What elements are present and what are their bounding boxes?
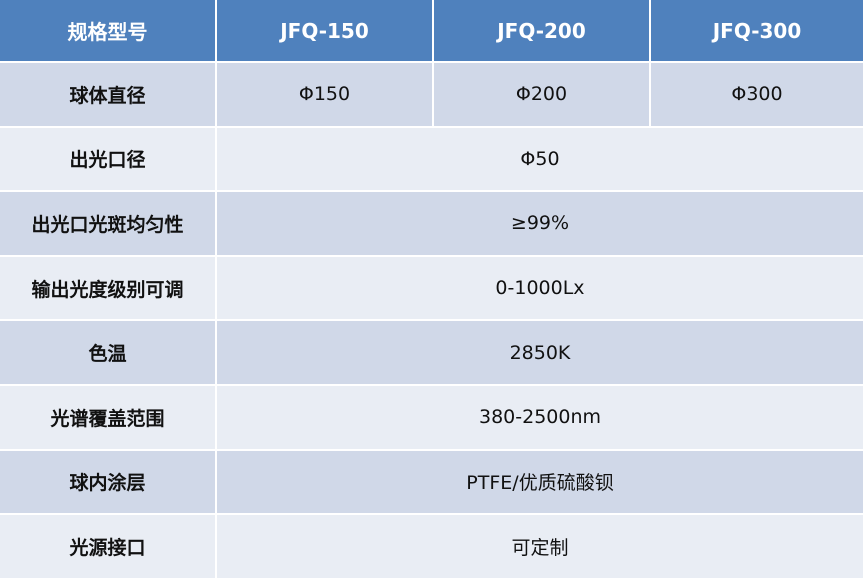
row-label: 输出光度级别可调 <box>0 256 215 320</box>
row-label: 球内涂层 <box>0 450 215 514</box>
row-label: 出光口径 <box>0 127 215 191</box>
row-label: 光谱覆盖范围 <box>0 385 215 449</box>
value-cell: 0-1000Lx <box>217 256 863 320</box>
value-cell: Φ300 <box>651 63 863 126</box>
value-cell: 可定制 <box>217 515 863 578</box>
header-cell: JFQ-150 <box>217 0 432 61</box>
row-label: 色温 <box>0 321 215 384</box>
value-cell: Φ50 <box>217 127 863 191</box>
value-cell: Φ200 <box>434 63 649 126</box>
header-cell: JFQ-200 <box>434 0 649 61</box>
header-cell: JFQ-300 <box>651 0 863 61</box>
value-cell: 380-2500nm <box>217 385 863 449</box>
value-cell: 2850K <box>217 321 863 384</box>
row-label: 球体直径 <box>0 63 215 126</box>
value-cell: Φ150 <box>217 63 432 126</box>
value-cell: PTFE/优质硫酸钡 <box>217 450 863 514</box>
row-label: 光源接口 <box>0 515 215 578</box>
value-cell: ≥99% <box>217 192 863 255</box>
row-label: 出光口光斑均匀性 <box>0 192 215 255</box>
header-cell: 规格型号 <box>0 0 215 61</box>
